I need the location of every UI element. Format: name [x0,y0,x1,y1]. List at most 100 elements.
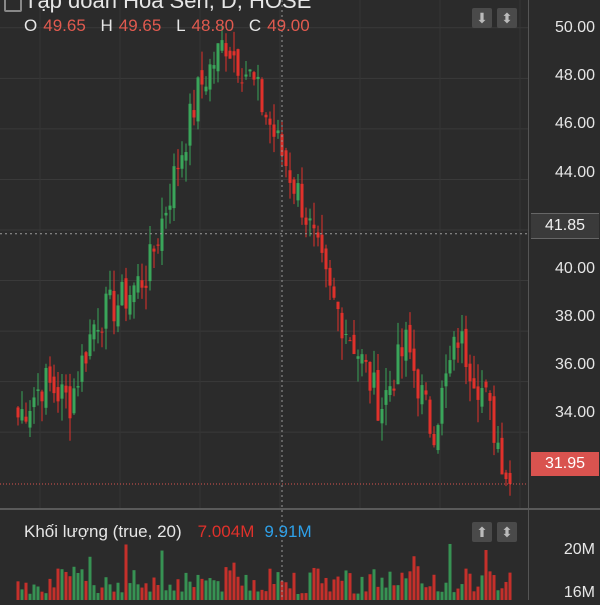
chart-title: Tập đoàn Hoa Sen, D, HOSE [24,0,312,13]
candle-body [372,372,376,388]
candle-body [276,130,280,134]
candle-body [72,388,76,414]
candle-body [340,312,344,339]
volume-bar [136,584,140,600]
candle-body [384,390,388,405]
candle-body [496,442,500,450]
price-chart[interactable] [0,0,528,508]
candle-body [460,331,464,344]
pane-divider[interactable] [0,508,600,510]
candle-body [284,150,288,167]
price-axis-label: 40.00 [554,260,595,277]
volume-chart[interactable] [0,510,528,600]
volume-bar [208,578,212,600]
candle-body [92,324,96,340]
candle-body [228,50,232,59]
candle-body [192,110,196,118]
candle-body [96,329,100,332]
candle-body [184,152,188,161]
volume-bar [240,585,244,600]
candle-body [428,399,432,434]
volume-bar [316,568,320,600]
high-label: H [100,16,113,35]
volume-bar [384,587,388,600]
candle-body [324,248,328,270]
volume-bar [492,575,496,600]
volume-bar [444,582,448,600]
volume-bar [340,580,344,600]
move-up-button[interactable]: ⬆ [472,522,492,542]
volume-bar [236,576,240,600]
volume-bar [468,573,472,600]
candle-body [136,276,140,293]
volume-bar [476,586,480,600]
volume-bar [32,584,36,600]
maximize-volume-pane-button[interactable]: ⬍ [497,522,517,542]
volume-bar [436,591,440,600]
candle-body [344,334,348,336]
volume-bar [372,569,376,600]
volume-bar [148,591,152,600]
candle-body [116,305,120,327]
volume-bar [192,587,196,600]
price-axis[interactable]: 50.00 48.00 46.00 44.00 40.00 38.00 36.0… [528,0,600,508]
candle-body [84,352,88,364]
volume-bar [184,572,188,600]
volume-bar [420,583,424,600]
move-down-button[interactable]: ⬇ [472,8,492,28]
candle-body [108,289,112,296]
volume-bar [60,569,64,600]
volume-bar [484,550,488,600]
volume-bar [268,568,272,600]
candle-body [436,425,440,451]
candle-body [176,167,180,170]
candle-body [376,370,380,421]
volume-bar [344,570,348,600]
price-axis-label: 38.00 [554,308,595,325]
candle-body [100,331,104,333]
price-chart-pane[interactable]: Tập đoàn Hoa Sen, D, HOSE O 49.65 H 49.65 … [0,0,528,508]
volume-bar [144,583,148,600]
volume-bar [200,578,204,600]
volume-pane[interactable]: Khối lượng (true, 20) 7.004M 9.91M ⬆ ⬍ [0,510,528,600]
volume-bar [152,577,156,600]
volume-bar [64,571,68,600]
candle-body [300,183,304,218]
volume-bar [464,568,468,600]
candle-body [380,408,384,424]
volume-bar [96,593,100,600]
candle-body [168,205,172,210]
candle-body [60,384,64,399]
candle-body [452,336,456,360]
volume-bar [180,591,184,600]
maximize-pane-button[interactable]: ⬍ [497,8,517,28]
candle-body [240,82,244,84]
candle-body [16,407,20,418]
candle-body [272,124,276,137]
candle-body [328,267,332,286]
ohlc-legend: O 49.65 H 49.65 L 48.80 C 49.00 [24,16,320,36]
volume-bar [108,584,112,600]
volume-bar [220,591,224,600]
volume-axis[interactable]: 20M 16M [528,510,600,601]
candle-body [416,369,420,399]
symbol-checkbox[interactable] [4,0,22,12]
price-axis-label: 36.00 [554,356,595,373]
candle-body [360,354,364,364]
volume-bar [392,585,396,600]
volume-bar [360,576,364,600]
candle-body [180,155,184,169]
last-price-tag: 31.95 [531,452,599,476]
volume-bar [28,593,32,600]
volume-bar [336,576,340,600]
crosshair-price-tag: 41.85 [531,213,599,239]
candle-body [252,72,256,80]
candle-body [472,378,476,389]
volume-bar [284,582,288,600]
candle-body [336,301,340,310]
price-axis-label: 50.00 [554,19,595,36]
volume-ma-value: 9.91M [264,522,312,541]
candle-body [348,340,352,342]
open-value: 49.65 [43,16,86,35]
volume-bar [400,572,404,600]
